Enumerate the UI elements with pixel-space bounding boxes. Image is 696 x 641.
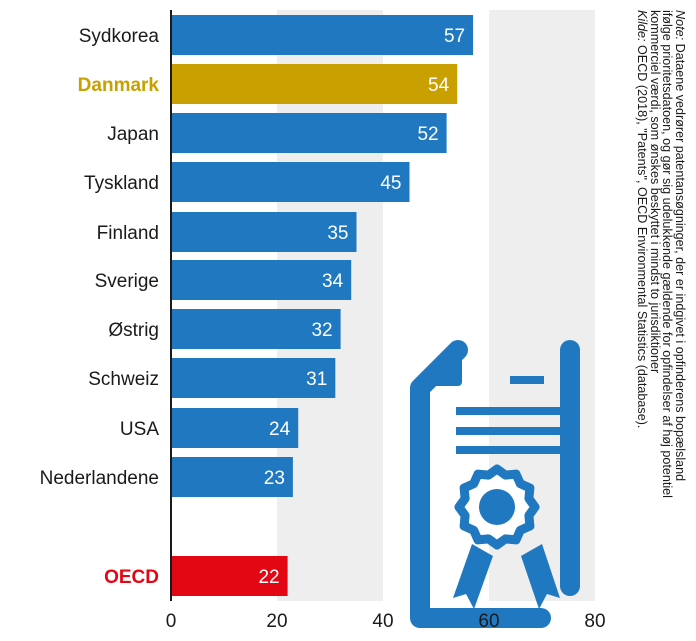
bar-sverige: [171, 260, 352, 300]
value-label-danmark: 54: [428, 75, 450, 96]
x-tick-label-20: 20: [266, 611, 287, 632]
x-axis-ticks-layer: 0 20 40 60 80: [166, 611, 606, 632]
x-tick-label-60: 60: [478, 611, 499, 632]
category-label-oecd: OECD: [104, 567, 159, 588]
certificate-icon: [410, 340, 580, 628]
bar-japan: [171, 113, 447, 153]
note-line-3: kommerciel værdi, som ønskes beskyttet i…: [647, 10, 662, 374]
category-label-japan: Japan: [107, 124, 159, 145]
value-label-sydkorea: 57: [444, 26, 465, 47]
value-label-tyskland: 45: [380, 173, 401, 194]
value-label-oestrig: 32: [311, 320, 332, 341]
bar-oecd: [171, 556, 288, 596]
source-text: OECD (2018), "Patents", OECD Environment…: [635, 45, 650, 429]
category-label-finland: Finland: [97, 223, 159, 244]
bars-layer: [171, 15, 474, 596]
value-label-oecd: 22: [258, 567, 279, 588]
shaded-bands: [277, 10, 595, 601]
category-label-oestrig: Østrig: [108, 320, 159, 341]
bar-danmark: [171, 64, 458, 104]
value-label-finland: 35: [327, 223, 348, 244]
bar-oestrig: [171, 309, 341, 349]
x-tick-label-80: 80: [584, 611, 605, 632]
category-label-nederlandene: Nederlandene: [40, 468, 159, 489]
source-prefix: Kilde:: [635, 10, 650, 42]
category-label-tyskland: Tyskland: [84, 173, 159, 194]
source-note: Note: Dataene vedrører patentansøgninger…: [616, 10, 687, 610]
value-label-schweiz: 31: [306, 369, 327, 390]
category-label-usa: USA: [120, 419, 159, 440]
category-label-sydkorea: Sydkorea: [79, 26, 160, 47]
value-label-nederlandene: 23: [264, 468, 285, 489]
bar-nederlandene: [171, 457, 293, 497]
bar-schweiz: [171, 358, 336, 398]
bar-finland: [171, 212, 357, 252]
bar-usa: [171, 408, 299, 448]
value-label-usa: 24: [269, 419, 291, 440]
x-tick-label-0: 0: [166, 611, 177, 632]
value-labels-layer: 57 54 52 45 35 34 32 31 24 23 22: [258, 26, 465, 588]
category-label-danmark: Danmark: [78, 75, 160, 96]
value-label-sverige: 34: [322, 271, 344, 292]
category-label-sverige: Sverige: [95, 271, 159, 292]
note-line-2: ifølge prioritetsdatoen, og gør sig udel…: [660, 10, 675, 498]
note-prefix: Note:: [673, 10, 687, 41]
value-label-japan: 52: [417, 124, 438, 145]
shaded-band: [277, 10, 383, 601]
category-label-schweiz: Schweiz: [88, 369, 159, 390]
category-labels-layer: Sydkorea Danmark Japan Tyskland Finland Sveri…: [40, 26, 160, 588]
x-tick-label-40: 40: [372, 611, 393, 632]
bar-sydkorea: [171, 15, 474, 55]
bar-tyskland: [171, 162, 410, 202]
note-line-1: Dataene vedrører patentansøgninger, der …: [673, 43, 687, 482]
